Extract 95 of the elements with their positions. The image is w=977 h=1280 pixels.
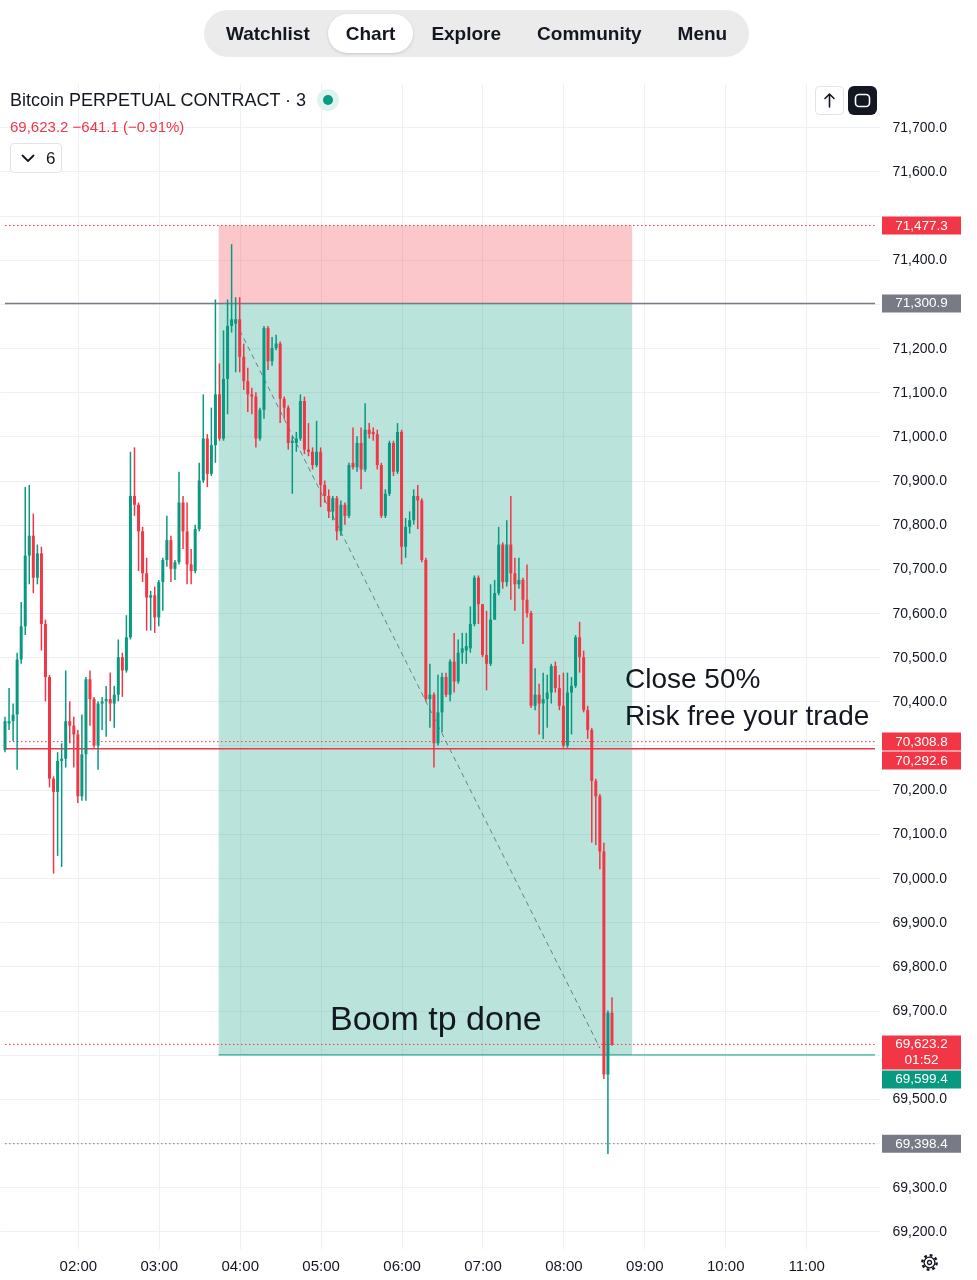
y-tick-label: 70,800.0 xyxy=(892,516,948,533)
candlestick xyxy=(480,603,484,658)
x-tick-label: 11:00 xyxy=(788,1256,825,1274)
candlestick xyxy=(444,671,448,698)
candlestick xyxy=(315,420,319,468)
text: Chart xyxy=(327,14,414,53)
y-tick-label: 69,500.0 xyxy=(892,1090,948,1107)
y-tick-label: 71,000.0 xyxy=(892,427,948,444)
candlestick xyxy=(553,660,557,694)
chart-title: Bitcoin PERPETUAL CONTRACT · 3 xyxy=(10,89,307,111)
annotation: Boom tp done xyxy=(330,999,542,1037)
candlestick xyxy=(541,671,545,740)
candlestick xyxy=(331,495,335,521)
candlestick xyxy=(521,576,525,645)
candlestick xyxy=(270,336,274,367)
y-tick-label: 69,700.0 xyxy=(892,1002,948,1018)
candlestick xyxy=(533,667,537,711)
candlestick xyxy=(88,669,92,727)
y-tick-label: 69,300.0 xyxy=(892,1178,948,1195)
x-tick-label: 07:00 xyxy=(464,1256,502,1274)
x-tick-label: 04:00 xyxy=(221,1256,259,1274)
x-tick-label: 02:00 xyxy=(59,1256,98,1274)
y-tick-label: 71,700.0 xyxy=(892,118,948,135)
candlestick xyxy=(557,674,561,711)
candlestick xyxy=(586,705,590,740)
candlestick xyxy=(460,632,464,665)
y-tick-label: 69,800.0 xyxy=(892,957,948,974)
candlestick xyxy=(517,557,521,590)
candlestick xyxy=(408,510,412,535)
text: Watchlist xyxy=(225,22,311,46)
annotation: Close 50% xyxy=(625,663,761,694)
candlestick xyxy=(396,422,400,475)
annotation: 6 xyxy=(46,149,56,168)
candlestick xyxy=(383,488,387,519)
text: Menu xyxy=(676,22,729,46)
candlestick xyxy=(112,685,116,729)
y-tick-label: 71,100.0 xyxy=(892,383,948,400)
y-tick-label: 70,600.0 xyxy=(892,604,948,621)
candlestick xyxy=(537,682,541,736)
ref-line-label: 70,308.8 xyxy=(895,733,948,749)
y-tick-label: 69,900.0 xyxy=(892,913,948,930)
candlestick xyxy=(52,775,56,875)
candlestick xyxy=(153,585,157,634)
annotation: Risk free your trade xyxy=(625,700,870,731)
candlestick xyxy=(428,663,432,729)
y-tick-label: 70,400.0 xyxy=(892,692,948,709)
y-tick-label: 71,600.0 xyxy=(892,162,948,179)
candlestick xyxy=(416,484,420,530)
candlestick xyxy=(120,652,124,698)
text: Explore xyxy=(430,22,503,46)
x-tick-label: 03:00 xyxy=(140,1256,179,1274)
y-tick-label: 70,900.0 xyxy=(892,472,948,488)
candlestick xyxy=(246,367,250,413)
ref-line-label: 70,292.6 xyxy=(895,752,948,768)
y-tick-label: 69,200.0 xyxy=(892,1222,948,1239)
candlestick xyxy=(294,431,298,453)
candlestick xyxy=(27,484,31,586)
y-tick-label: 71,200.0 xyxy=(892,339,948,356)
candlestick xyxy=(485,610,489,692)
ref-line-label: 69,623.2 01:52 xyxy=(895,1036,948,1068)
candlestick xyxy=(404,517,408,559)
candlestick xyxy=(311,446,315,471)
x-tick-label: 10:00 xyxy=(707,1256,745,1274)
x-tick-label: 06:00 xyxy=(383,1256,421,1274)
x-tick-label: 05:00 xyxy=(302,1256,340,1274)
candlestick xyxy=(230,243,234,334)
candlestick xyxy=(323,479,327,504)
ref-line-label: 69,398.4 xyxy=(895,1135,949,1151)
candlestick xyxy=(173,559,177,581)
candlestick xyxy=(327,488,331,519)
ref-line-label: 71,300.9 xyxy=(895,295,948,311)
candlestick xyxy=(222,329,226,442)
candlestick xyxy=(234,296,238,374)
candlestick xyxy=(367,422,371,440)
y-tick-label: 70,500.0 xyxy=(892,648,948,665)
data-label: 69,599.4 xyxy=(895,1071,949,1087)
text: Community xyxy=(536,22,643,46)
y-tick-label: 71,400.0 xyxy=(892,251,948,268)
x-tick-label: 08:00 xyxy=(545,1256,583,1274)
candlestick xyxy=(570,676,574,736)
candlestick xyxy=(351,426,355,471)
candlestick xyxy=(545,674,549,729)
y-tick-label: 70,700.0 xyxy=(892,560,948,577)
candlestick xyxy=(578,621,582,674)
candlestick xyxy=(108,671,112,722)
x-tick-label: 09:00 xyxy=(626,1256,664,1274)
data-label: 71,477.3 xyxy=(895,217,948,233)
y-tick-label: 70,000.0 xyxy=(892,869,948,886)
text: 69,623.2 −641.1 (−0.91%) xyxy=(10,118,185,136)
candlestick xyxy=(452,632,456,694)
candlestick xyxy=(149,590,153,632)
candlestick xyxy=(343,501,347,526)
y-tick-label: 70,100.0 xyxy=(892,825,948,842)
y-tick-label: 70,200.0 xyxy=(892,781,948,798)
candlestick xyxy=(132,446,136,517)
